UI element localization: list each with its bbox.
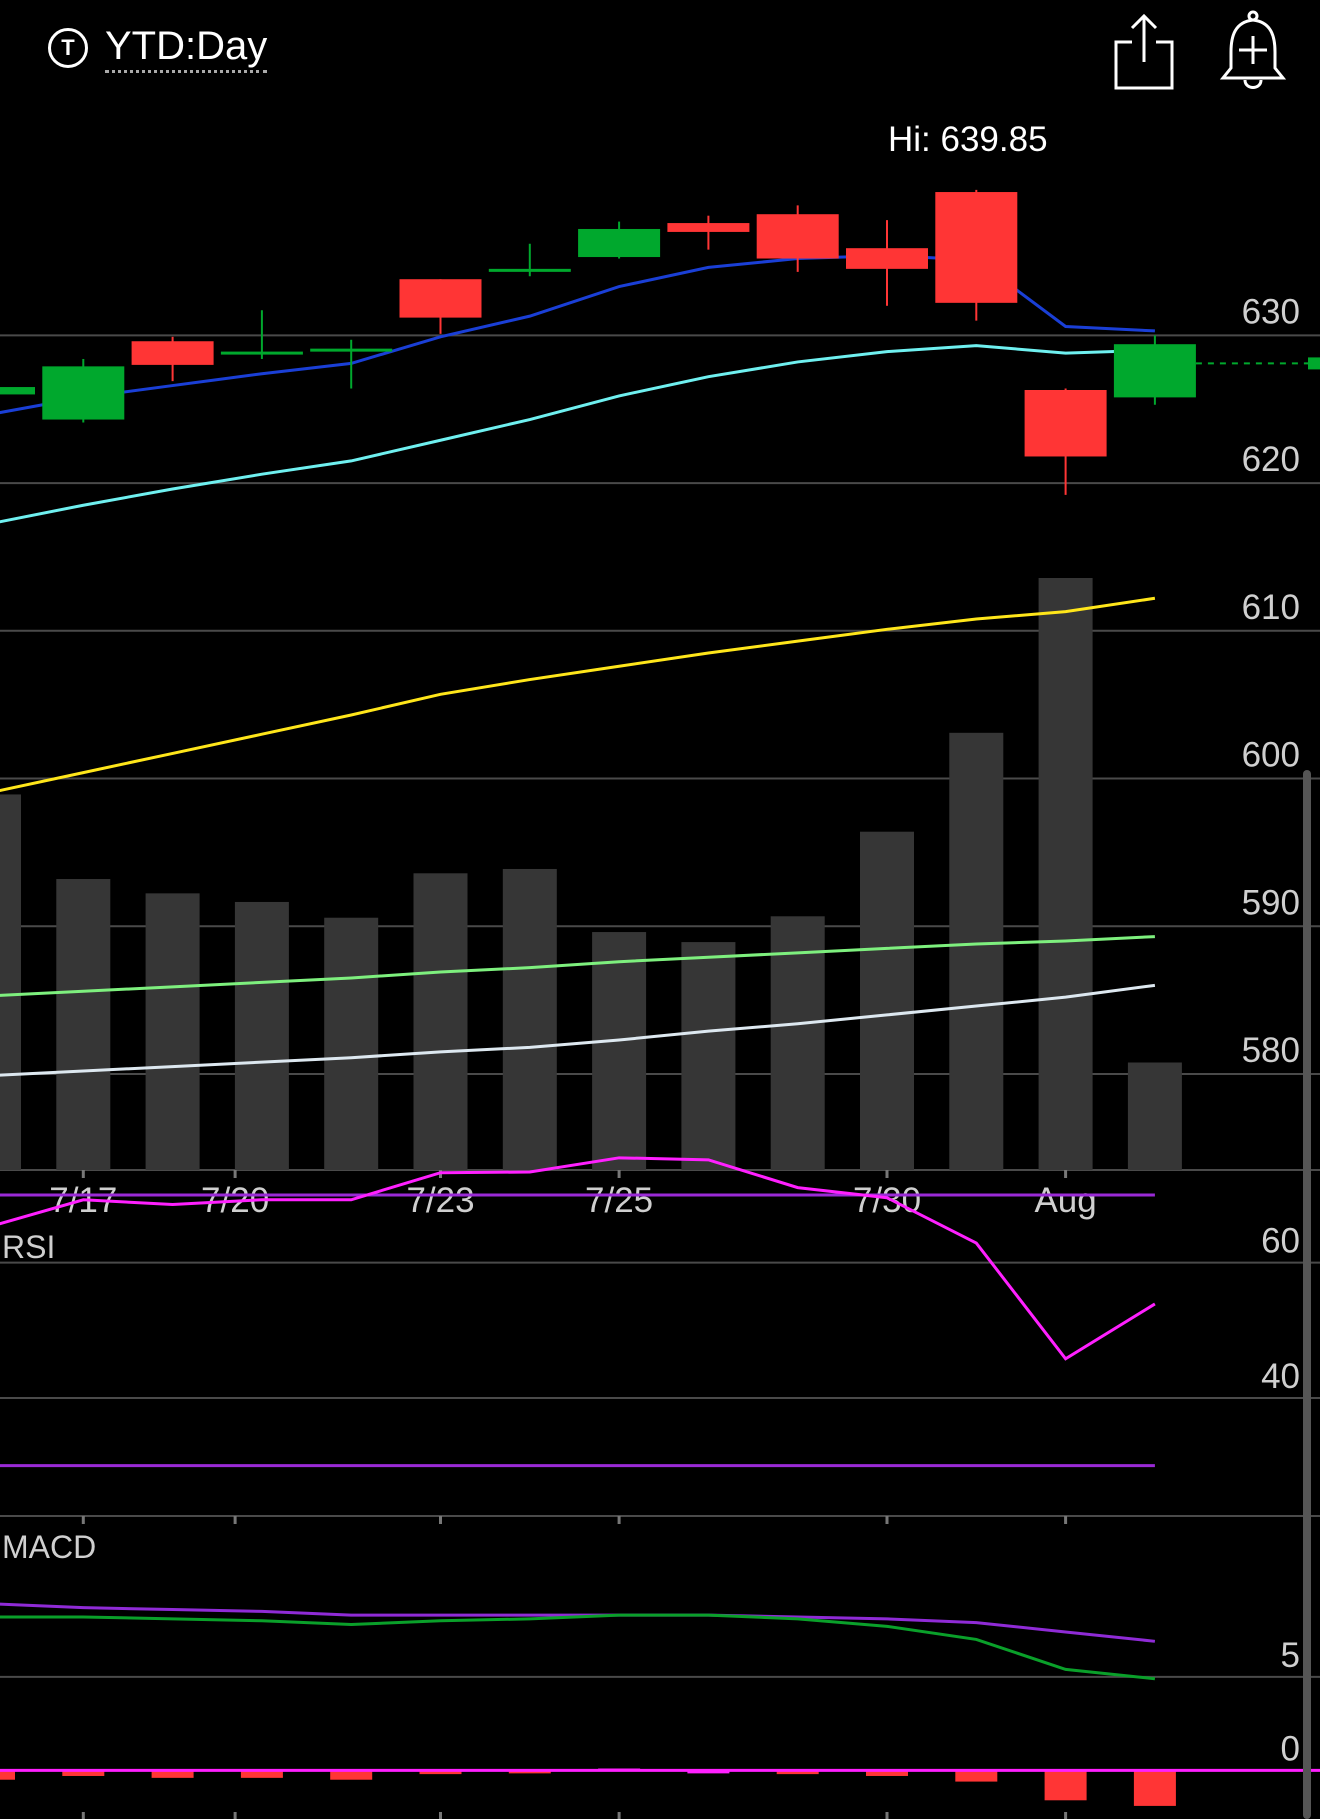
candle-body-down	[1024, 390, 1107, 457]
price-tick-label: 610	[1242, 588, 1300, 627]
macd-histogram-bar	[1133, 1770, 1176, 1806]
grid-lines	[0, 334, 1320, 1171]
price-tick-label: 630	[1242, 292, 1300, 331]
price-tick-label: 600	[1242, 736, 1300, 775]
candle-body-down	[399, 279, 482, 318]
add-alert-button[interactable]	[1215, 8, 1291, 94]
high-price-label: Hi: 639.85	[888, 120, 1048, 159]
candle-body-up	[1113, 344, 1196, 398]
macd-histogram-bar	[1044, 1770, 1087, 1801]
volume-bar	[592, 932, 647, 1170]
macd-series-line	[0, 1602, 1156, 1643]
volume-bar	[324, 917, 379, 1170]
alert-bell-plus-icon	[1219, 10, 1287, 89]
volume-bar	[1038, 578, 1093, 1170]
volume-bar	[56, 879, 111, 1170]
volume-bar	[860, 831, 914, 1170]
macd-histogram-bar	[151, 1770, 194, 1778]
moving-average-line	[0, 596, 1156, 793]
macd-histogram-bar	[62, 1770, 105, 1776]
macd-histogram-bar	[330, 1770, 373, 1780]
macd-tick-label: 0	[1281, 1729, 1300, 1768]
candle-body-up	[0, 387, 35, 395]
rsi-title: RSI	[2, 1229, 55, 1265]
moving-average-line	[0, 344, 1155, 524]
macd-histogram-bar	[776, 1770, 819, 1775]
date-tick-label: Aug	[1034, 1181, 1096, 1220]
moving-average-lines	[0, 254, 1156, 1077]
rsi-tick-label: 60	[1261, 1222, 1300, 1261]
date-tick-label: 7/30	[853, 1181, 921, 1220]
volume-bar	[1127, 1062, 1182, 1170]
moving-average-line	[0, 983, 1156, 1077]
rsi-tick-label: 40	[1261, 1357, 1300, 1396]
macd-title: MACD	[2, 1529, 96, 1565]
date-tick-label: 7/23	[406, 1181, 474, 1220]
volume-bar	[145, 893, 200, 1170]
candle-body-down	[667, 223, 750, 232]
volume-bar	[770, 916, 825, 1170]
candle-body-down	[131, 341, 214, 365]
volume-bar	[949, 732, 1004, 1170]
candle-body-down	[935, 192, 1018, 303]
date-tick-label: 7/25	[585, 1181, 653, 1220]
volume-bar	[234, 901, 289, 1170]
candle-body-up	[488, 268, 571, 272]
price-axis-labels: 630 620 610 600 590 580	[1242, 292, 1300, 1070]
macd-histogram-bar	[0, 1770, 15, 1780]
volume-bar	[681, 942, 736, 1170]
last-price-marker	[1308, 357, 1320, 370]
price-tick-label: 620	[1242, 440, 1300, 479]
rsi-panel: RSI 60 40	[0, 1156, 1320, 1524]
macd-histogram-bar	[419, 1770, 462, 1775]
timeframe-icon[interactable]: T	[48, 28, 88, 68]
rsi-line	[0, 1156, 1156, 1361]
date-axis-labels: 7/17 7/20 7/23 7/25 7/30 Aug	[49, 1170, 1097, 1220]
volume-bar	[413, 873, 468, 1170]
scrollbar[interactable]	[1303, 770, 1311, 1819]
candle-body-up	[310, 348, 393, 352]
volume-bar	[0, 794, 21, 1170]
moving-average-line	[0, 935, 1155, 997]
timeframe-selector[interactable]: YTD:Day	[105, 22, 268, 73]
candle-body-down	[846, 248, 928, 269]
price-tick-label: 590	[1242, 883, 1300, 922]
macd-tick-label: 5	[1281, 1636, 1300, 1675]
share-icon	[1114, 13, 1174, 90]
candle-body-up	[220, 351, 303, 355]
share-button[interactable]	[1110, 10, 1180, 94]
macd-series-line	[0, 1613, 1156, 1681]
volume-bars	[0, 578, 1182, 1170]
candle-body-up	[578, 228, 661, 258]
price-tick-label: 580	[1242, 1031, 1300, 1070]
macd-panel: MACD 5 0	[0, 1529, 1320, 1819]
macd-histogram-bar	[955, 1770, 998, 1782]
chart-header: T YTD:Day	[0, 0, 1320, 100]
volume-bar	[502, 868, 557, 1170]
macd-histogram-bar	[866, 1770, 908, 1776]
candlesticks[interactable]	[0, 189, 1320, 495]
candle-body-up	[42, 366, 125, 420]
candle-body-down	[756, 214, 839, 259]
macd-histogram-bar	[240, 1770, 283, 1778]
